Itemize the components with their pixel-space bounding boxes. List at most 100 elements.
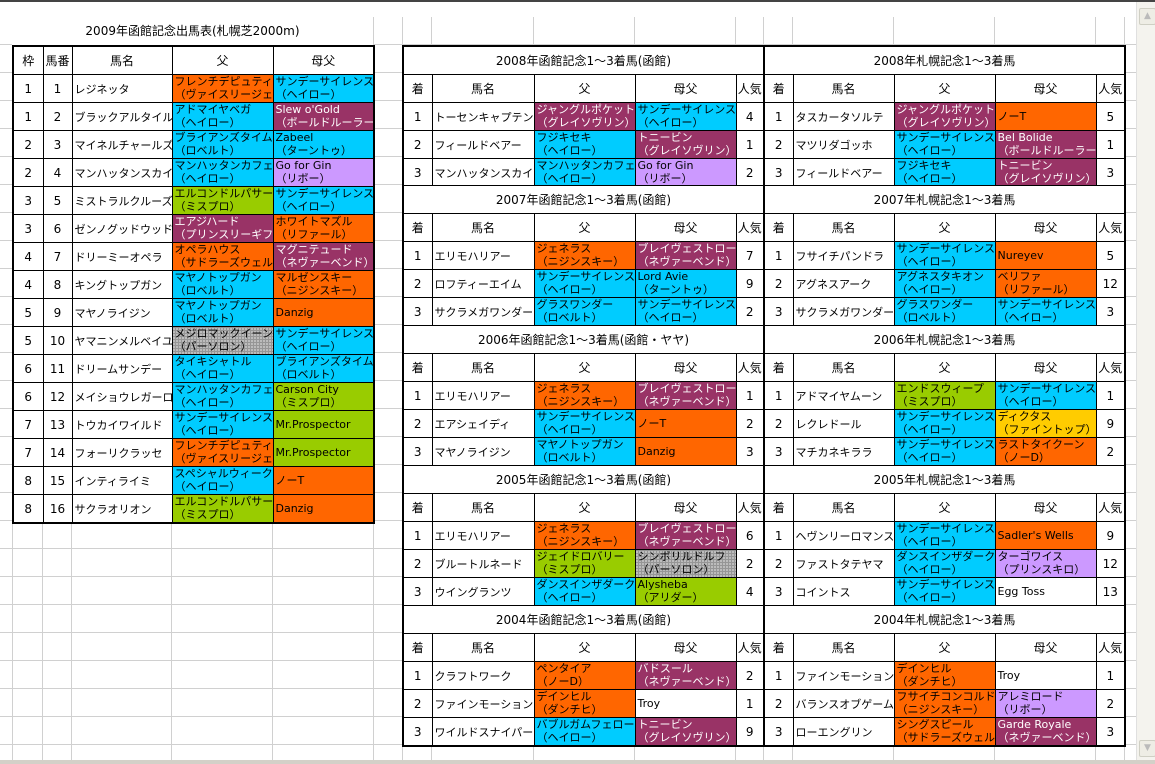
header-row: 着馬名父母父 人気 — [402, 213, 765, 242]
finish-position: 1 — [402, 241, 433, 270]
finish-position: 3 — [402, 577, 433, 606]
column-header: 母父 — [994, 74, 1097, 103]
header-row: 着馬名父母父 人気 — [402, 353, 765, 382]
sire: フジキセキ （ヘイロー） — [893, 158, 996, 187]
dam-sire: バドスール （ネヴァーベンド） — [634, 661, 737, 690]
dam-sire: Bel Bolide （ボールドルーラー） — [994, 130, 1097, 159]
horse-name: マンハッタンスカイ — [431, 158, 535, 187]
column-header: 人気 — [1095, 74, 1126, 103]
table-row: 8 15 インティライミ スペシャルウィーク （ヘイロー） ノーT — [12, 466, 375, 495]
scroll-down-arrow-icon[interactable]: ▼ — [1139, 740, 1155, 757]
popularity: 4 — [735, 102, 765, 131]
sire: マヤノトップガン （ロベルト） — [533, 437, 636, 466]
finish-position: 3 — [763, 158, 794, 187]
horse-number: 15 — [42, 466, 73, 495]
popularity: 9 — [735, 717, 765, 747]
table-row: 2 フィールドベアー フジキセキ （ヘイロー） トニービン （グレイソヴリン） 1 — [402, 130, 765, 159]
dam-sire: Troy — [634, 689, 737, 718]
horse-name: フィールドベアー — [792, 158, 895, 187]
vertical-scrollbar[interactable]: ▲ ▼ — [1136, 2, 1155, 760]
column-header: 着 — [402, 353, 433, 382]
finish-position: 3 — [763, 437, 794, 466]
column-header: 父 — [533, 493, 636, 522]
sire: ジャングルポケット （グレイソヴリン） — [893, 102, 996, 131]
column-header: 人気 — [735, 213, 765, 242]
horse-name: サクラメガワンダー — [792, 297, 895, 326]
popularity: 5 — [1095, 102, 1126, 131]
table-row: 3 フィールドベアー フジキセキ （ヘイロー） トニービン （グレイソヴリン） 3 — [763, 158, 1126, 187]
column-header: 人気 — [1095, 213, 1126, 242]
dam-sire: サンデーサイレンス （ヘイロー） — [634, 297, 737, 326]
table-row: 1 ファインモーション デインヒル （ダンチヒ） Troy 1 — [763, 661, 1126, 690]
dam-sire: Carson City （ミスプロ） — [272, 382, 375, 411]
sire: ジェネラス （ニジンスキー） — [533, 241, 636, 270]
sire: サンデーサイレンス （ヘイロー） — [533, 409, 636, 438]
horse-name: ファストタテヤマ — [792, 549, 895, 578]
popularity: 2 — [735, 661, 765, 690]
popularity: 7 — [735, 241, 765, 270]
dam-sire: サンデーサイレンス （ヘイロー） — [634, 102, 737, 131]
sire: サンデーサイレンス （ヘイロー） — [893, 241, 996, 270]
column-header: 馬名 — [792, 74, 895, 103]
block-title: 2006年函館記念1～3着馬(函館・ヤヤ) — [402, 325, 765, 354]
finish-position: 1 — [402, 102, 433, 131]
waku-number: 1 — [12, 102, 44, 131]
dam-sire: Nureyev — [994, 241, 1097, 270]
horse-name: マヤノライジン — [71, 298, 173, 327]
horse-name: バランスオブゲーム — [792, 689, 895, 718]
table-row: 2 バランスオブゲーム フサイチコンコルド （ニジンスキー） アレミロード （リボー）… — [763, 689, 1126, 718]
table-row: 6 11 ドリームサンデー タイキシャトル （ヘイロー） ブライアンズタイム （ロベルト… — [12, 354, 375, 383]
waku-number: 4 — [12, 270, 44, 299]
horse-name: タスカータソルテ — [792, 102, 895, 131]
column-header: 父 — [893, 74, 996, 103]
horse-name: マイネルチャールズ — [71, 130, 173, 159]
horse-number: 8 — [42, 270, 73, 299]
finish-position: 2 — [402, 689, 433, 718]
dam-sire: トニービン （グレイソヴリン） — [994, 158, 1097, 187]
scroll-up-arrow-icon[interactable]: ▲ — [1139, 8, 1155, 25]
column-header: 着 — [763, 74, 794, 103]
sire: サンデーサイレンス （ヘイロー） — [893, 437, 996, 466]
waku-number: 7 — [12, 410, 44, 439]
dam-sire: ノーT — [272, 466, 375, 495]
waku-number: 3 — [12, 186, 44, 215]
column-header: 父 — [893, 353, 996, 382]
column-header: 着 — [763, 353, 794, 382]
horse-number: 10 — [42, 326, 73, 355]
finish-position: 1 — [763, 381, 794, 410]
popularity: 3 — [1095, 158, 1126, 187]
sire: マンハッタンカフェ （ヘイロー） — [171, 382, 274, 411]
column-header: 枠 — [12, 45, 44, 75]
horse-name: ロフティーエイム — [431, 269, 535, 298]
table-row: 8 16 サクラオリオン エルコンドルパサー （ミスプロ） Danzig — [12, 494, 375, 524]
horse-name: エアシェイディ — [431, 409, 535, 438]
dam-sire: Mr.Prospector — [272, 410, 375, 439]
horse-number: 4 — [42, 158, 73, 187]
popularity: 3 — [1095, 297, 1126, 326]
finish-position: 2 — [402, 130, 433, 159]
table-row: 7 13 トウカイワイルド サンデーサイレンス （ヘイロー） Mr.Prospector — [12, 410, 375, 439]
popularity: 1 — [1095, 661, 1126, 690]
finish-position: 1 — [763, 241, 794, 270]
horse-number: 2 — [42, 102, 73, 131]
header-row: 着馬名父母父 人気 — [763, 633, 1126, 662]
column-header: 母父 — [994, 493, 1097, 522]
column-header: 母父 — [634, 493, 737, 522]
finish-position: 2 — [402, 549, 433, 578]
dam-sire: ターゴワイス （プリンスキロ） — [994, 549, 1097, 578]
horse-name: クラフトワーク — [431, 661, 535, 690]
sire: サンデーサイレンス （ヘイロー） — [893, 521, 996, 550]
sire: エアジハード （プリンスリーギフ） — [171, 214, 274, 243]
column-header: 父 — [533, 213, 636, 242]
column-header: 馬名 — [431, 74, 535, 103]
column-header: 馬名 — [792, 353, 895, 382]
finish-position: 3 — [402, 297, 433, 326]
dam-sire: ブレイヴェストロー （ネヴァーベンド） — [634, 381, 737, 410]
header-row: 着馬名父母父 人気 — [763, 353, 1126, 382]
column-header: 馬名 — [792, 633, 895, 662]
column-header: 父 — [893, 633, 996, 662]
horse-name: ミストラルクルーズ — [71, 186, 173, 215]
dam-sire: ブレイヴェストロー （ネヴァーベンド） — [634, 241, 737, 270]
finish-position: 3 — [763, 577, 794, 606]
